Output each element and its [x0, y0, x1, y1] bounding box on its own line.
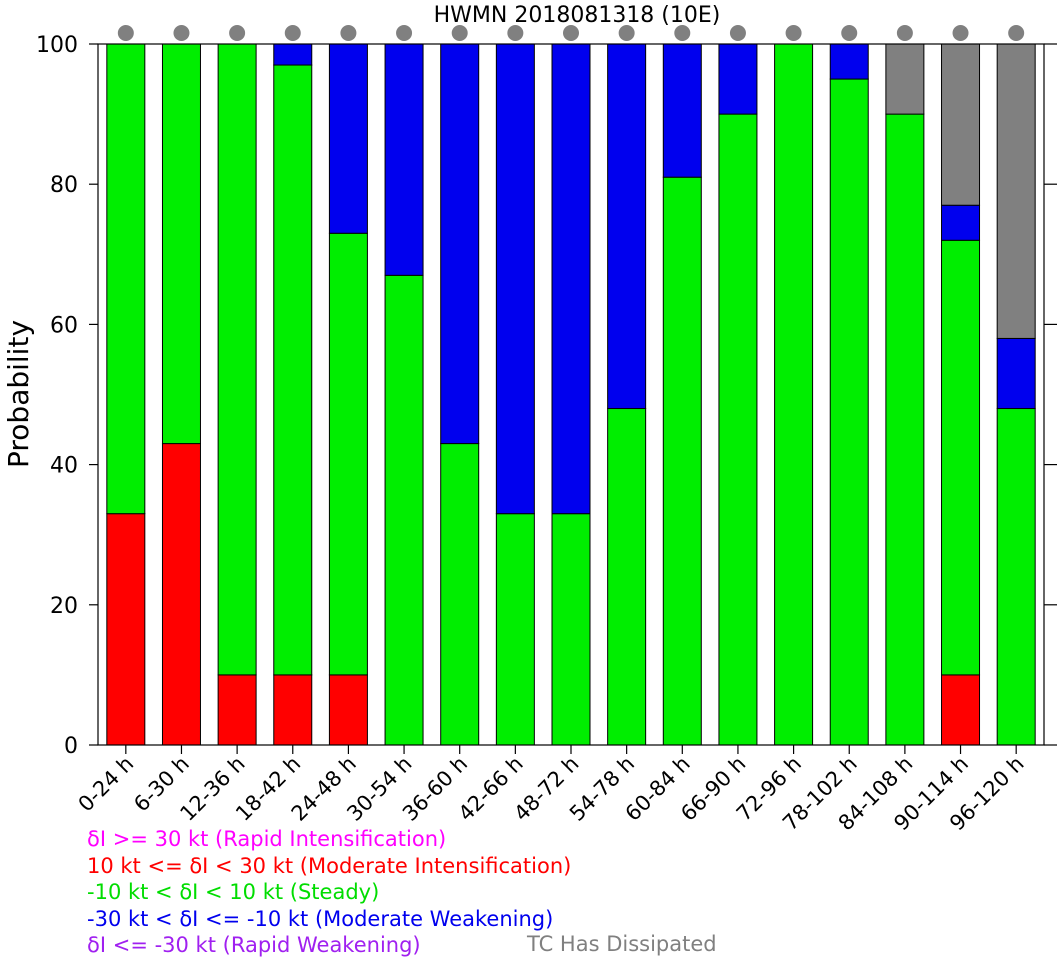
bar-segment-st-10 [662, 176, 702, 746]
bar-marker-5 [396, 25, 413, 41]
bar-segment-mw-13 [829, 43, 869, 80]
bar-segment-st-12 [774, 43, 814, 746]
bars-layer [106, 43, 1036, 746]
bar-segment-st-8 [551, 513, 591, 746]
bar-segment-mi-15 [941, 674, 981, 746]
bar-segment-st-9 [607, 408, 647, 746]
bar-marker-4 [340, 25, 357, 41]
bar-segment-st-7 [495, 513, 535, 746]
bar-segment-mw-5 [384, 43, 424, 276]
bar-segment-mw-16 [996, 337, 1036, 410]
bar-marker-1 [173, 25, 190, 41]
x-axis: 0-24 h6-30 h12-36 h18-42 h24-48 h30-54 h… [74, 745, 1029, 835]
bar-segment-mw-6 [440, 43, 480, 445]
legend-entry-2: -10 kt < δI < 10 kt (Steady) [87, 880, 380, 905]
bar-marker-3 [284, 25, 301, 41]
bar-segment-mw-10 [662, 43, 702, 178]
bar-marker-0 [117, 25, 134, 41]
bar-segment-st-11 [718, 113, 758, 746]
bar-segment-mw-7 [495, 43, 535, 515]
bar-marker-13 [841, 25, 858, 41]
bar-segment-mi-0 [106, 513, 146, 746]
bar-marker-8 [563, 25, 579, 41]
bar-segment-st-1 [161, 43, 201, 445]
bar-segment-st-6 [440, 443, 480, 746]
bar-segment-mi-1 [161, 443, 201, 746]
legend-entry-1: 10 kt <= δI < 30 kt (Moderate Intensific… [87, 853, 572, 878]
legend-dissipated: TC Has Dissipated [527, 932, 717, 956]
y-tick-label-0: 0 [64, 734, 78, 759]
bar-marker-10 [674, 25, 691, 41]
bar-segment-mi-3 [273, 674, 313, 746]
x-tick-label-0: 0-24 h [74, 752, 139, 817]
y-tick-label-20: 20 [50, 594, 78, 619]
bar-segment-dis-14 [885, 43, 925, 115]
bar-segment-mi-4 [328, 674, 368, 746]
bar-segment-mi-2 [217, 674, 257, 746]
bar-segment-st-5 [384, 274, 424, 746]
bar-segment-mw-3 [273, 43, 313, 66]
bar-segment-mw-15 [941, 204, 981, 241]
bar-marker-2 [229, 25, 246, 41]
bar-segment-dis-16 [996, 43, 1036, 339]
y-tick-label-80: 80 [50, 173, 78, 198]
y-axis-label: Probability [2, 320, 35, 468]
bar-segment-st-0 [106, 43, 146, 515]
bar-segment-mw-8 [551, 43, 591, 515]
bar-segment-st-13 [829, 78, 869, 746]
bar-segment-st-16 [996, 408, 1036, 746]
bar-marker-7 [507, 25, 524, 41]
bar-segment-st-3 [273, 64, 313, 676]
bar-segment-dis-15 [941, 43, 981, 206]
marker-layer [117, 25, 1025, 41]
y-tick-label-40: 40 [50, 454, 78, 479]
y-axis: 0 20 40 60 80 100 [36, 33, 1057, 759]
bar-segment-st-4 [328, 232, 368, 676]
bar-marker-14 [896, 25, 913, 41]
legend-entry-4: δI <= -30 kt (Rapid Weakening) [87, 933, 421, 958]
bar-marker-16 [1008, 25, 1025, 41]
y-tick-label-100: 100 [36, 33, 78, 58]
bar-segment-mw-4 [328, 43, 368, 234]
bar-marker-9 [618, 25, 635, 41]
bar-segment-mw-11 [718, 43, 758, 115]
bar-segment-mw-9 [607, 43, 647, 410]
legend-entry-3: -30 kt < δI <= -10 kt (Moderate Weakenin… [87, 906, 554, 931]
y-tick-label-60: 60 [50, 313, 78, 338]
bar-segment-st-15 [941, 239, 981, 676]
legend: δI >= 30 kt (Rapid Intensification) 10 kt… [87, 826, 571, 959]
bar-marker-6 [451, 25, 468, 41]
bar-segment-st-14 [885, 113, 925, 746]
bar-marker-15 [952, 25, 969, 41]
bar-marker-11 [729, 25, 746, 41]
bar-segment-st-2 [217, 43, 257, 676]
chart-title: HWMN 2018081318 (10E) [434, 3, 721, 28]
legend-entry-0: δI >= 30 kt (Rapid Intensification) [87, 827, 447, 851]
bar-marker-12 [785, 25, 802, 41]
